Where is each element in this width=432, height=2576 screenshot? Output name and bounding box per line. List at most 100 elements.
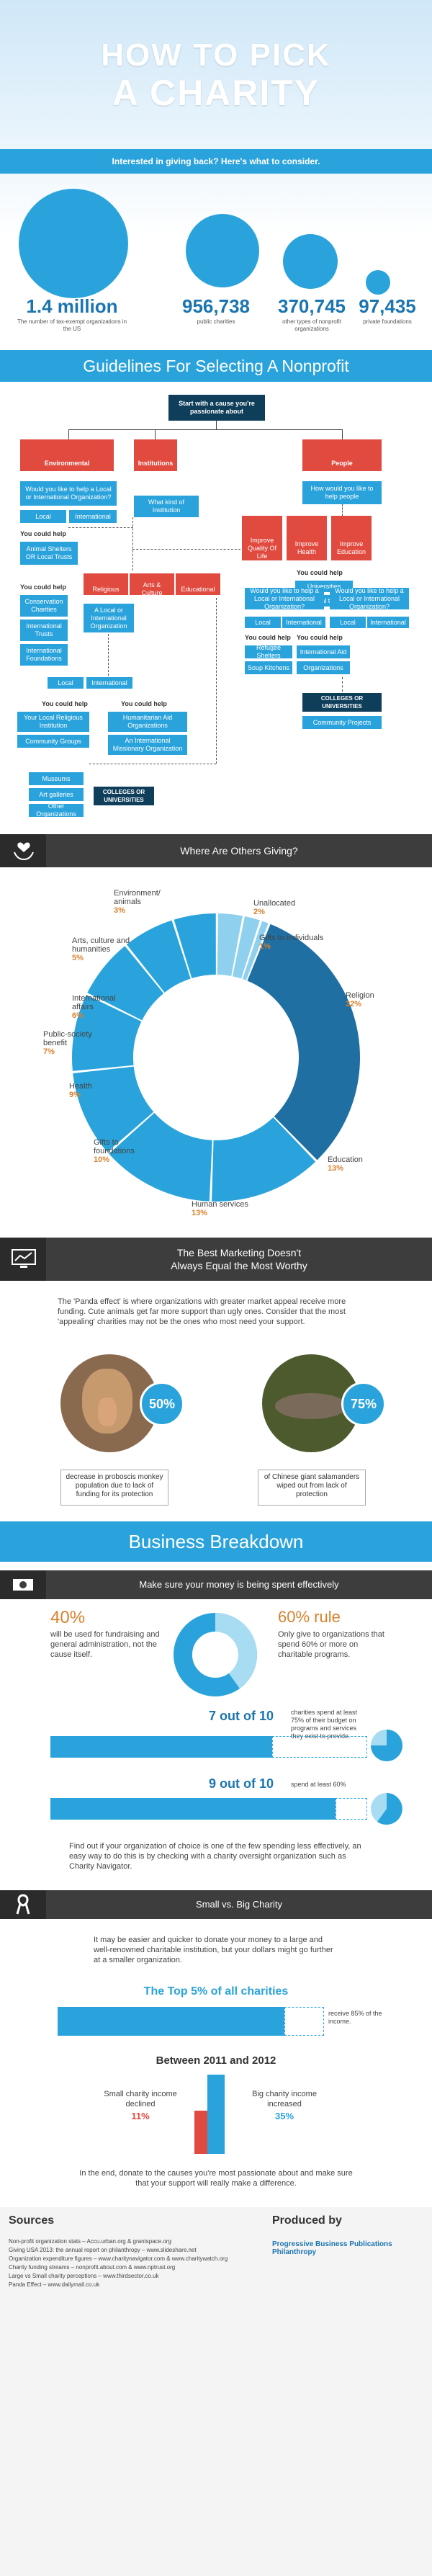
you-could-help-label: You could help (297, 569, 343, 576)
stat-label: public charities (197, 318, 235, 325)
stat-value: 97,435 (359, 295, 416, 317)
environmental-box: Environmental (20, 439, 114, 471)
sources-list: Non-profit organization stats – Accu.urb… (9, 2237, 246, 2289)
small-big-bar: Small vs. Big Charity (0, 1890, 432, 1919)
seven-bar (50, 1736, 367, 1758)
people-box: People (302, 439, 382, 471)
would-help-1: Would you like to help a Local or Intern… (245, 587, 324, 610)
colleges-2: COLLEGES OR UNIVERSITIES (94, 787, 154, 805)
improve-quality-label: Improve Quality Of Life (247, 536, 276, 560)
source-line: Organization expenditure figures – www.c… (9, 2255, 228, 2262)
you-could-help-label: You could help (42, 700, 88, 707)
other-orgs: Other Organizations (29, 802, 84, 818)
giving-title: Where Are Others Giving? (180, 845, 298, 857)
connector (132, 549, 240, 550)
slice-label-public-society: Public-society benefit 7% (43, 1030, 92, 1056)
business-title: Business Breakdown (0, 1521, 432, 1562)
hands-heart-icon (14, 842, 34, 860)
stat-value: 370,745 (278, 295, 346, 317)
connector (108, 634, 109, 676)
soup: Soup Kitchens (245, 661, 292, 674)
refugee: Refugee Shelters (245, 644, 292, 659)
intl-1: International (282, 617, 325, 628)
museums: Museums (29, 772, 84, 785)
slice-label-arts: Arts, culture and humanities 5% (72, 936, 130, 962)
stat-label: private foundations (363, 318, 412, 325)
educational-box: Educational (176, 573, 220, 595)
bar-fill (50, 1798, 336, 1820)
easier-text: It may be easier and quicker to donate y… (94, 1936, 333, 1964)
nine-title: 9 out of 10 (209, 1776, 274, 1791)
source-line: Charity funding streams – nonprofit.abou… (9, 2264, 176, 2271)
intl-2: International (367, 617, 409, 628)
slice-label-foundations: Gifts to foundations 10% (94, 1138, 135, 1164)
donut-slice (233, 916, 260, 979)
slice-label-environment: Environment/ animals 3% (114, 889, 161, 915)
source-line: Panda Effect – www.dailymail.co.uk (9, 2281, 100, 2288)
religious-box: Religious (84, 573, 128, 595)
connector (68, 429, 69, 439)
stat-value: 1.4 million (26, 295, 118, 317)
intl-foundations: International Foundations (20, 644, 68, 666)
bar-fill (58, 2007, 284, 2036)
improve-quality-box: Improve Quality Of Life (242, 516, 282, 560)
connector (216, 421, 217, 429)
source-line: Large vs Small charity perceptions – www… (9, 2273, 159, 2279)
slice-label-education: Education 13% (328, 1155, 363, 1173)
stat-label: other types of nonprofit organizations (282, 318, 341, 332)
art-galleries: Art galleries (29, 788, 84, 801)
connector (216, 598, 217, 764)
between-title: Between 2011 and 2012 (156, 2054, 276, 2067)
screen-icon-bg (0, 1238, 46, 1281)
donut-slice (242, 921, 269, 980)
top5-text: receive 85% of the income. (328, 2010, 382, 2025)
institutions-box: Institutions (134, 439, 177, 471)
slice-label-international: International affairs 6% (72, 994, 116, 1020)
stat-circle-4 (366, 270, 390, 295)
giving-bar: Where Are Others Giving? (0, 834, 432, 867)
local-religious: Your Local Religious Institution (17, 712, 89, 732)
slice-label-unallocated: Unallocated 2% (253, 899, 296, 916)
monitor-chart-icon (12, 1249, 36, 1268)
effective-bar: Make sure your money is being spent effe… (0, 1570, 432, 1599)
slice-label-individuals: Gifts to individuals 1% (259, 934, 324, 951)
community-projects: Community Projects (302, 716, 382, 729)
humanitarian: Humanitarian Aid Organizations (108, 712, 187, 732)
small-pct: 11% (131, 2111, 150, 2121)
slice-label-human-services: Human services 13% (192, 1200, 248, 1217)
would-help-2: Would you like to help a Local or Intern… (330, 587, 409, 610)
bar-remainder (272, 1736, 367, 1758)
find-out-text: Find out if your organization of choice … (69, 1842, 361, 1871)
nine-bar (50, 1798, 367, 1820)
bar-fill (50, 1736, 272, 1758)
big-pct: 35% (274, 2111, 294, 2121)
marketing-title: The Best Marketing Doesn't Always Equal t… (171, 1247, 307, 1271)
monkey-pct: 50% (140, 1382, 184, 1426)
stat-circle-2 (186, 214, 259, 287)
donut-slice (109, 1112, 212, 1202)
title-line1: HOW TO PICK (101, 37, 331, 73)
stat-value: 956,738 (182, 295, 250, 317)
top5-bar (58, 2007, 324, 2036)
monkey-note: decrease in proboscis monkey population … (60, 1470, 168, 1506)
bar-remainder (336, 1798, 367, 1820)
start-box: Start with a cause you're passionate abo… (168, 395, 265, 421)
env-local: Local (20, 510, 66, 523)
forty-sixty-donut (174, 1613, 257, 1696)
local-3: Local (48, 677, 84, 689)
top5-title: The Top 5% of all charities (143, 1985, 289, 1998)
small-decl: Small charity income declined (104, 2090, 177, 2108)
intl-aid: International Aid (297, 645, 350, 658)
improve-education-label: Improve Education (336, 540, 366, 555)
title-line2: A CHARITY (112, 73, 320, 113)
people-label: People (331, 459, 353, 467)
stat-circle-1 (19, 189, 128, 298)
donut-slice (71, 995, 142, 1071)
salamander-pct: 75% (341, 1382, 386, 1426)
end-text: In the end, donate to the causes you're … (79, 2169, 353, 2188)
what-kind-box: What kind of Institution (134, 496, 199, 517)
effective-title: Make sure your money is being spent effe… (139, 1579, 339, 1590)
big-inc: Big charity income increased (252, 2090, 317, 2108)
colleges-1: COLLEGES OR UNIVERSITIES (302, 693, 382, 712)
connector (342, 677, 343, 692)
